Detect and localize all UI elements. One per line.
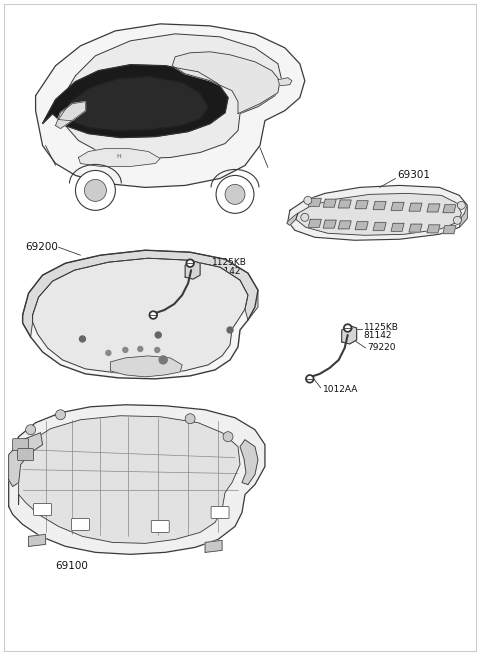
- Polygon shape: [308, 198, 321, 206]
- Text: 1012AA: 1012AA: [323, 385, 358, 394]
- Text: 69301: 69301: [397, 170, 431, 180]
- Circle shape: [106, 350, 111, 356]
- Circle shape: [123, 347, 128, 352]
- Text: 81142: 81142: [212, 267, 240, 276]
- Circle shape: [457, 201, 465, 210]
- Polygon shape: [409, 203, 422, 211]
- Polygon shape: [355, 221, 368, 230]
- Polygon shape: [459, 206, 468, 227]
- Polygon shape: [23, 250, 258, 337]
- Circle shape: [151, 313, 156, 317]
- Polygon shape: [205, 540, 222, 552]
- Polygon shape: [36, 24, 305, 187]
- Circle shape: [25, 424, 36, 435]
- Polygon shape: [288, 185, 468, 240]
- Circle shape: [188, 261, 192, 265]
- Polygon shape: [391, 223, 404, 231]
- Circle shape: [227, 327, 233, 333]
- Polygon shape: [373, 223, 386, 231]
- Circle shape: [75, 170, 115, 210]
- Circle shape: [301, 214, 309, 221]
- Polygon shape: [355, 201, 368, 209]
- Text: 1125KB: 1125KB: [364, 322, 398, 331]
- Polygon shape: [56, 102, 85, 128]
- Polygon shape: [240, 440, 258, 485]
- Circle shape: [149, 311, 157, 319]
- FancyBboxPatch shape: [12, 439, 29, 451]
- Polygon shape: [323, 199, 336, 207]
- Polygon shape: [443, 226, 456, 234]
- Polygon shape: [342, 326, 357, 344]
- Polygon shape: [29, 534, 46, 546]
- Polygon shape: [62, 34, 282, 159]
- Circle shape: [308, 377, 312, 381]
- Circle shape: [155, 347, 160, 352]
- Circle shape: [306, 375, 314, 383]
- Circle shape: [216, 176, 254, 214]
- Circle shape: [151, 313, 155, 317]
- Polygon shape: [409, 224, 422, 232]
- Circle shape: [80, 336, 85, 342]
- Polygon shape: [287, 214, 298, 225]
- Text: 79210: 79210: [210, 286, 239, 295]
- FancyBboxPatch shape: [34, 504, 51, 515]
- Circle shape: [454, 216, 461, 224]
- Text: 1125KB: 1125KB: [212, 257, 247, 267]
- Circle shape: [304, 196, 312, 204]
- Polygon shape: [110, 356, 182, 377]
- Polygon shape: [338, 200, 351, 208]
- Polygon shape: [427, 204, 440, 212]
- Polygon shape: [323, 220, 336, 228]
- Circle shape: [225, 185, 245, 204]
- Circle shape: [223, 432, 233, 441]
- Polygon shape: [172, 52, 280, 113]
- Circle shape: [186, 259, 194, 267]
- Polygon shape: [78, 149, 160, 166]
- FancyBboxPatch shape: [72, 519, 89, 531]
- Circle shape: [56, 410, 65, 420]
- Text: 69100: 69100: [56, 561, 88, 571]
- Text: H: H: [116, 154, 121, 159]
- Polygon shape: [278, 78, 292, 86]
- Polygon shape: [427, 225, 440, 233]
- Circle shape: [185, 414, 195, 424]
- Circle shape: [138, 346, 143, 352]
- FancyBboxPatch shape: [18, 449, 34, 460]
- Polygon shape: [443, 205, 456, 213]
- Text: 1012AA: 1012AA: [172, 320, 207, 329]
- Circle shape: [308, 377, 312, 381]
- Polygon shape: [185, 261, 200, 279]
- Polygon shape: [19, 416, 240, 544]
- Polygon shape: [23, 250, 258, 379]
- Polygon shape: [9, 433, 43, 487]
- Polygon shape: [59, 77, 208, 130]
- Circle shape: [155, 332, 161, 338]
- Circle shape: [159, 356, 167, 364]
- Polygon shape: [43, 65, 228, 138]
- Circle shape: [84, 179, 107, 201]
- Polygon shape: [373, 202, 386, 210]
- Text: 81142: 81142: [364, 331, 392, 341]
- Text: 69200: 69200: [25, 242, 59, 252]
- Polygon shape: [391, 202, 404, 210]
- Circle shape: [346, 326, 350, 330]
- Polygon shape: [9, 405, 265, 554]
- FancyBboxPatch shape: [211, 506, 229, 519]
- Circle shape: [344, 324, 352, 332]
- Text: 79220: 79220: [368, 343, 396, 352]
- Polygon shape: [308, 219, 321, 227]
- Polygon shape: [296, 193, 461, 235]
- Polygon shape: [338, 221, 351, 229]
- FancyBboxPatch shape: [151, 521, 169, 533]
- Polygon shape: [33, 258, 248, 374]
